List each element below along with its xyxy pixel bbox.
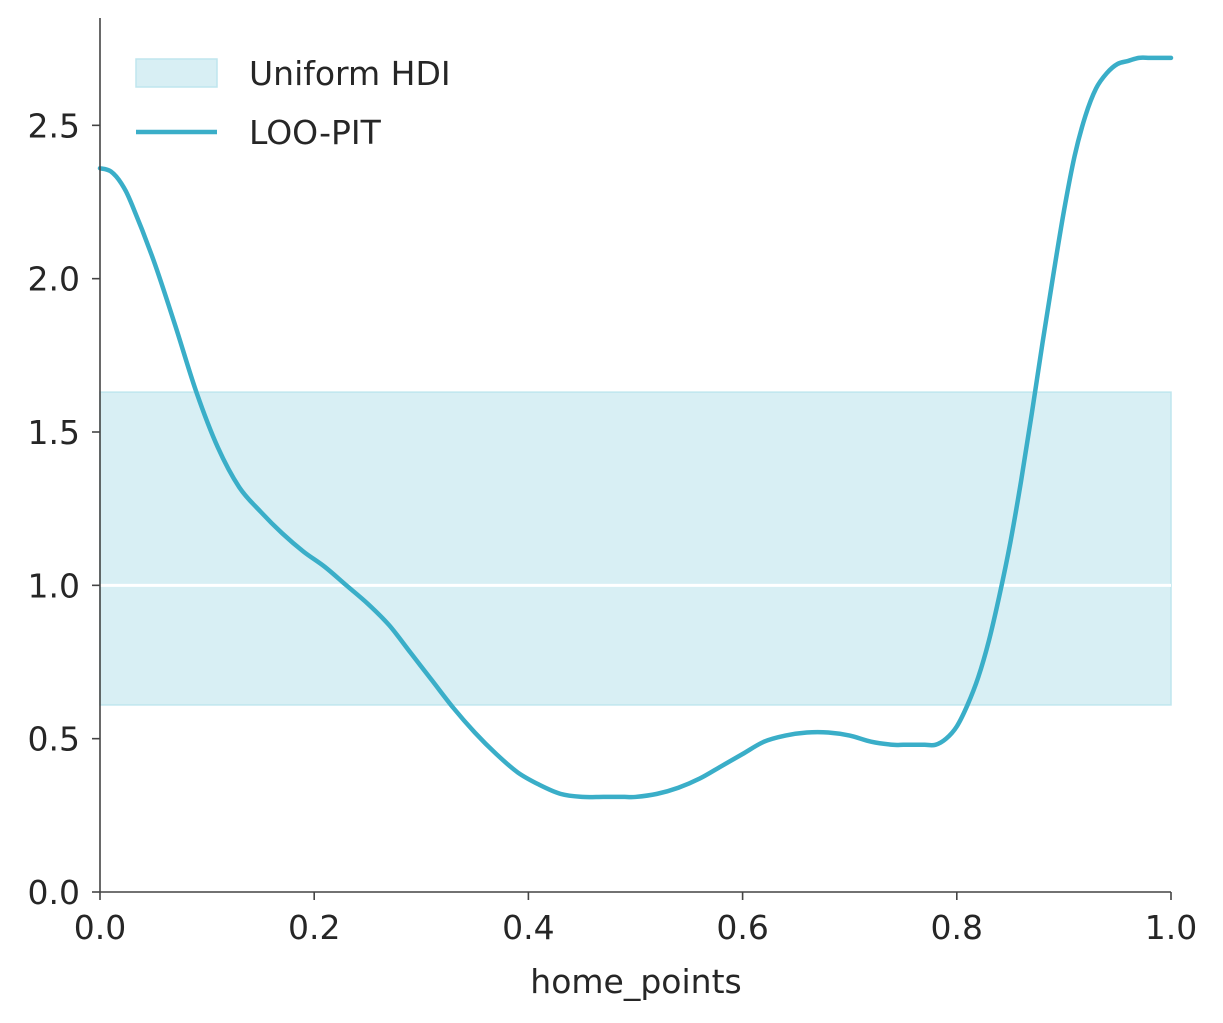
x-tick-label: 0.6: [716, 908, 768, 947]
legend: Uniform HDI LOO-PIT: [135, 54, 451, 152]
y-tick-label: 1.0: [28, 566, 80, 605]
y-tick-label: 2.5: [28, 106, 80, 145]
uniform-hdi-band: [99, 391, 1172, 706]
x-tick-label: 0.0: [74, 908, 126, 947]
x-tick-label: 1.0: [1145, 908, 1197, 947]
legend-label-loo-pit: LOO-PIT: [249, 113, 382, 152]
legend-label-uniform-hdi: Uniform HDI: [249, 54, 451, 93]
x-tick-label: 0.8: [931, 908, 983, 947]
x-axis-label: home_points: [530, 962, 741, 1001]
y-tick-label: 0.5: [28, 720, 80, 759]
x-tick-label: 0.4: [502, 908, 554, 947]
legend-swatch-uniform-hdi: [135, 58, 218, 88]
y-tick-label: 1.5: [28, 413, 80, 452]
y-tick-label: 0.0: [28, 873, 80, 912]
y-tick-label: 2.0: [28, 260, 80, 299]
series-line-loo-pit: [97, 55, 1174, 800]
x-tick-label: 0.2: [288, 908, 340, 947]
